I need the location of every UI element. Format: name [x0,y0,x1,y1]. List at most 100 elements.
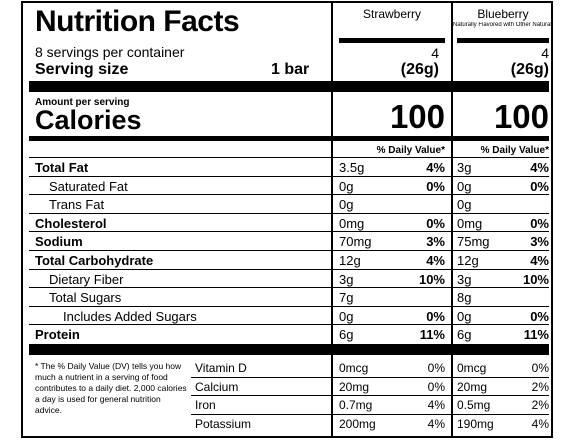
row-divider [29,287,549,288]
nutrient-label-dietary-fiber: Dietary Fiber [49,272,124,287]
servings-strawberry: 4 [431,45,439,61]
vitamin-amount: 0.5mg [457,398,491,412]
nutrient-label-trans-fat: Trans Fat [49,197,105,212]
product-subtitle-blueberry: Naturally Flavored with Other Natural Fl… [453,22,553,28]
vitamin-amount: 200mg [339,417,376,431]
nutrient-daily-value: 10% [418,272,445,287]
nutrient-label-total-carbohydrate: Total Carbohydrate [35,253,154,268]
dv-header-strawberry: % Daily Value* [376,145,445,156]
serving-size-rule [29,81,549,92]
nutrient-label-cholesterol: Cholesterol [35,216,107,231]
product-header-rule-blueberry [457,38,549,43]
nutrient-label-total-fat: Total Fat [35,160,89,175]
nutrient-amount: 0g [457,309,472,324]
label-title: Nutrition Facts [35,5,240,38]
nutrient-amount: 70mg [339,234,372,249]
nutrient-daily-value: 0% [426,216,445,231]
vitamin-amount: 20mg [457,380,488,394]
serving-weight-strawberry: (26g) [400,61,439,78]
servings-blueberry: 4 [541,45,549,61]
dv-header-blueberry: % Daily Value* [480,145,549,156]
nutrient-amount: 75mg [457,234,490,249]
row-divider [29,269,549,270]
vitamin-label: Calcium [195,380,239,394]
nutrient-amount: 0g [339,197,354,212]
nutrient-amount: 7g [339,290,354,305]
nutrient-label-saturated-fat: Saturated Fat [49,179,128,194]
calories-label: Calories [35,105,142,135]
servings-per-container: 8 servings per container [35,44,185,60]
product-header-rule-strawberry [339,38,445,43]
vitamin-amount: 0mcg [339,361,369,375]
nutrient-amount: 0g [457,197,472,212]
nutrient-amount: 3.5g [339,160,365,175]
product-name-strawberry: Strawberry [362,7,421,21]
row-divider [29,194,549,195]
nutrition-facts-label: Nutrition Facts 8 servings per container… [21,1,553,438]
row-divider [29,176,549,177]
vitamin-amount: 0.7mg [339,398,373,412]
row-divider [29,213,549,214]
nutrient-label-protein: Protein [35,327,80,342]
nutrient-label-sodium: Sodium [35,234,83,249]
nutrient-daily-value: 11% [419,327,445,342]
nutrient-amount: 3g [457,272,472,287]
vitamin-daily-value: 4% [427,417,445,431]
nutrient-amount: 3g [339,272,354,287]
vitamin-daily-value: 0% [531,361,549,375]
nutrient-daily-value: 4% [530,160,549,175]
nutrient-amount: 6g [457,327,472,342]
row-divider [29,306,549,307]
nutrient-amount: 12g [457,253,479,268]
nutrient-amount: 0g [339,179,354,194]
calories-blueberry: 100 [493,98,549,135]
vitamin-amount: 20mg [339,380,370,394]
row-divider [29,324,549,325]
nutrient-daily-value: 0% [530,216,549,231]
nutrient-amount: 6g [339,327,354,342]
nutrient-amount: 0g [457,179,472,194]
row-divider [29,250,549,251]
nutrient-amount: 0mg [457,216,483,231]
nutrient-daily-value: 0% [426,179,445,194]
vitamin-amount: 0mcg [457,361,487,375]
calories-rule [29,136,549,141]
column-divider-right [451,3,453,436]
nutrient-daily-value: 3% [530,234,549,249]
nutrient-daily-value: 3% [426,234,445,249]
vitamin-daily-value: 2% [531,380,549,394]
nutrient-amount: 12g [339,253,361,268]
row-divider [29,231,549,232]
vitamin-daily-value: 0% [427,361,445,375]
vitamin-row-divider [191,414,549,415]
column-divider-left [331,3,333,436]
nutrient-daily-value: 4% [426,160,445,175]
vitamin-daily-value: 4% [531,417,549,431]
calories-strawberry: 100 [389,98,445,135]
vitamin-label: Iron [195,398,216,412]
row-divider [29,157,549,158]
nutrient-daily-value: 10% [522,272,549,287]
nutrient-daily-value: 4% [426,253,445,268]
nutrient-amount: 0mg [339,216,365,231]
vitamin-row-divider [191,377,549,378]
nutrient-amount: 3g [457,160,472,175]
nutrient-label-includes-added-sugars: Includes Added Sugars [63,309,197,324]
nutrient-daily-value: 4% [530,253,549,268]
vitamin-amount: 190mg [457,417,494,431]
vitamin-label: Vitamin D [195,361,247,375]
nutrient-label-total-sugars: Total Sugars [49,290,122,305]
vitamin-daily-value: 4% [427,398,445,412]
nutrient-daily-value: 0% [530,179,549,194]
vitamin-daily-value: 2% [531,398,549,412]
serving-weight-blueberry: (26g) [510,61,549,78]
footnote: * The % Daily Value (DV) tells you how m… [35,361,187,416]
vitamin-label: Potassium [195,417,252,431]
nutrient-daily-value: 0% [530,309,549,324]
amount-per-serving: Amount per serving [35,97,130,108]
nutrient-daily-value: 11% [523,327,549,342]
vitamin-daily-value: 0% [427,380,445,394]
serving-size-label: Serving size [35,61,129,78]
vitamin-row-divider [191,395,549,396]
protein-rule [29,344,549,355]
